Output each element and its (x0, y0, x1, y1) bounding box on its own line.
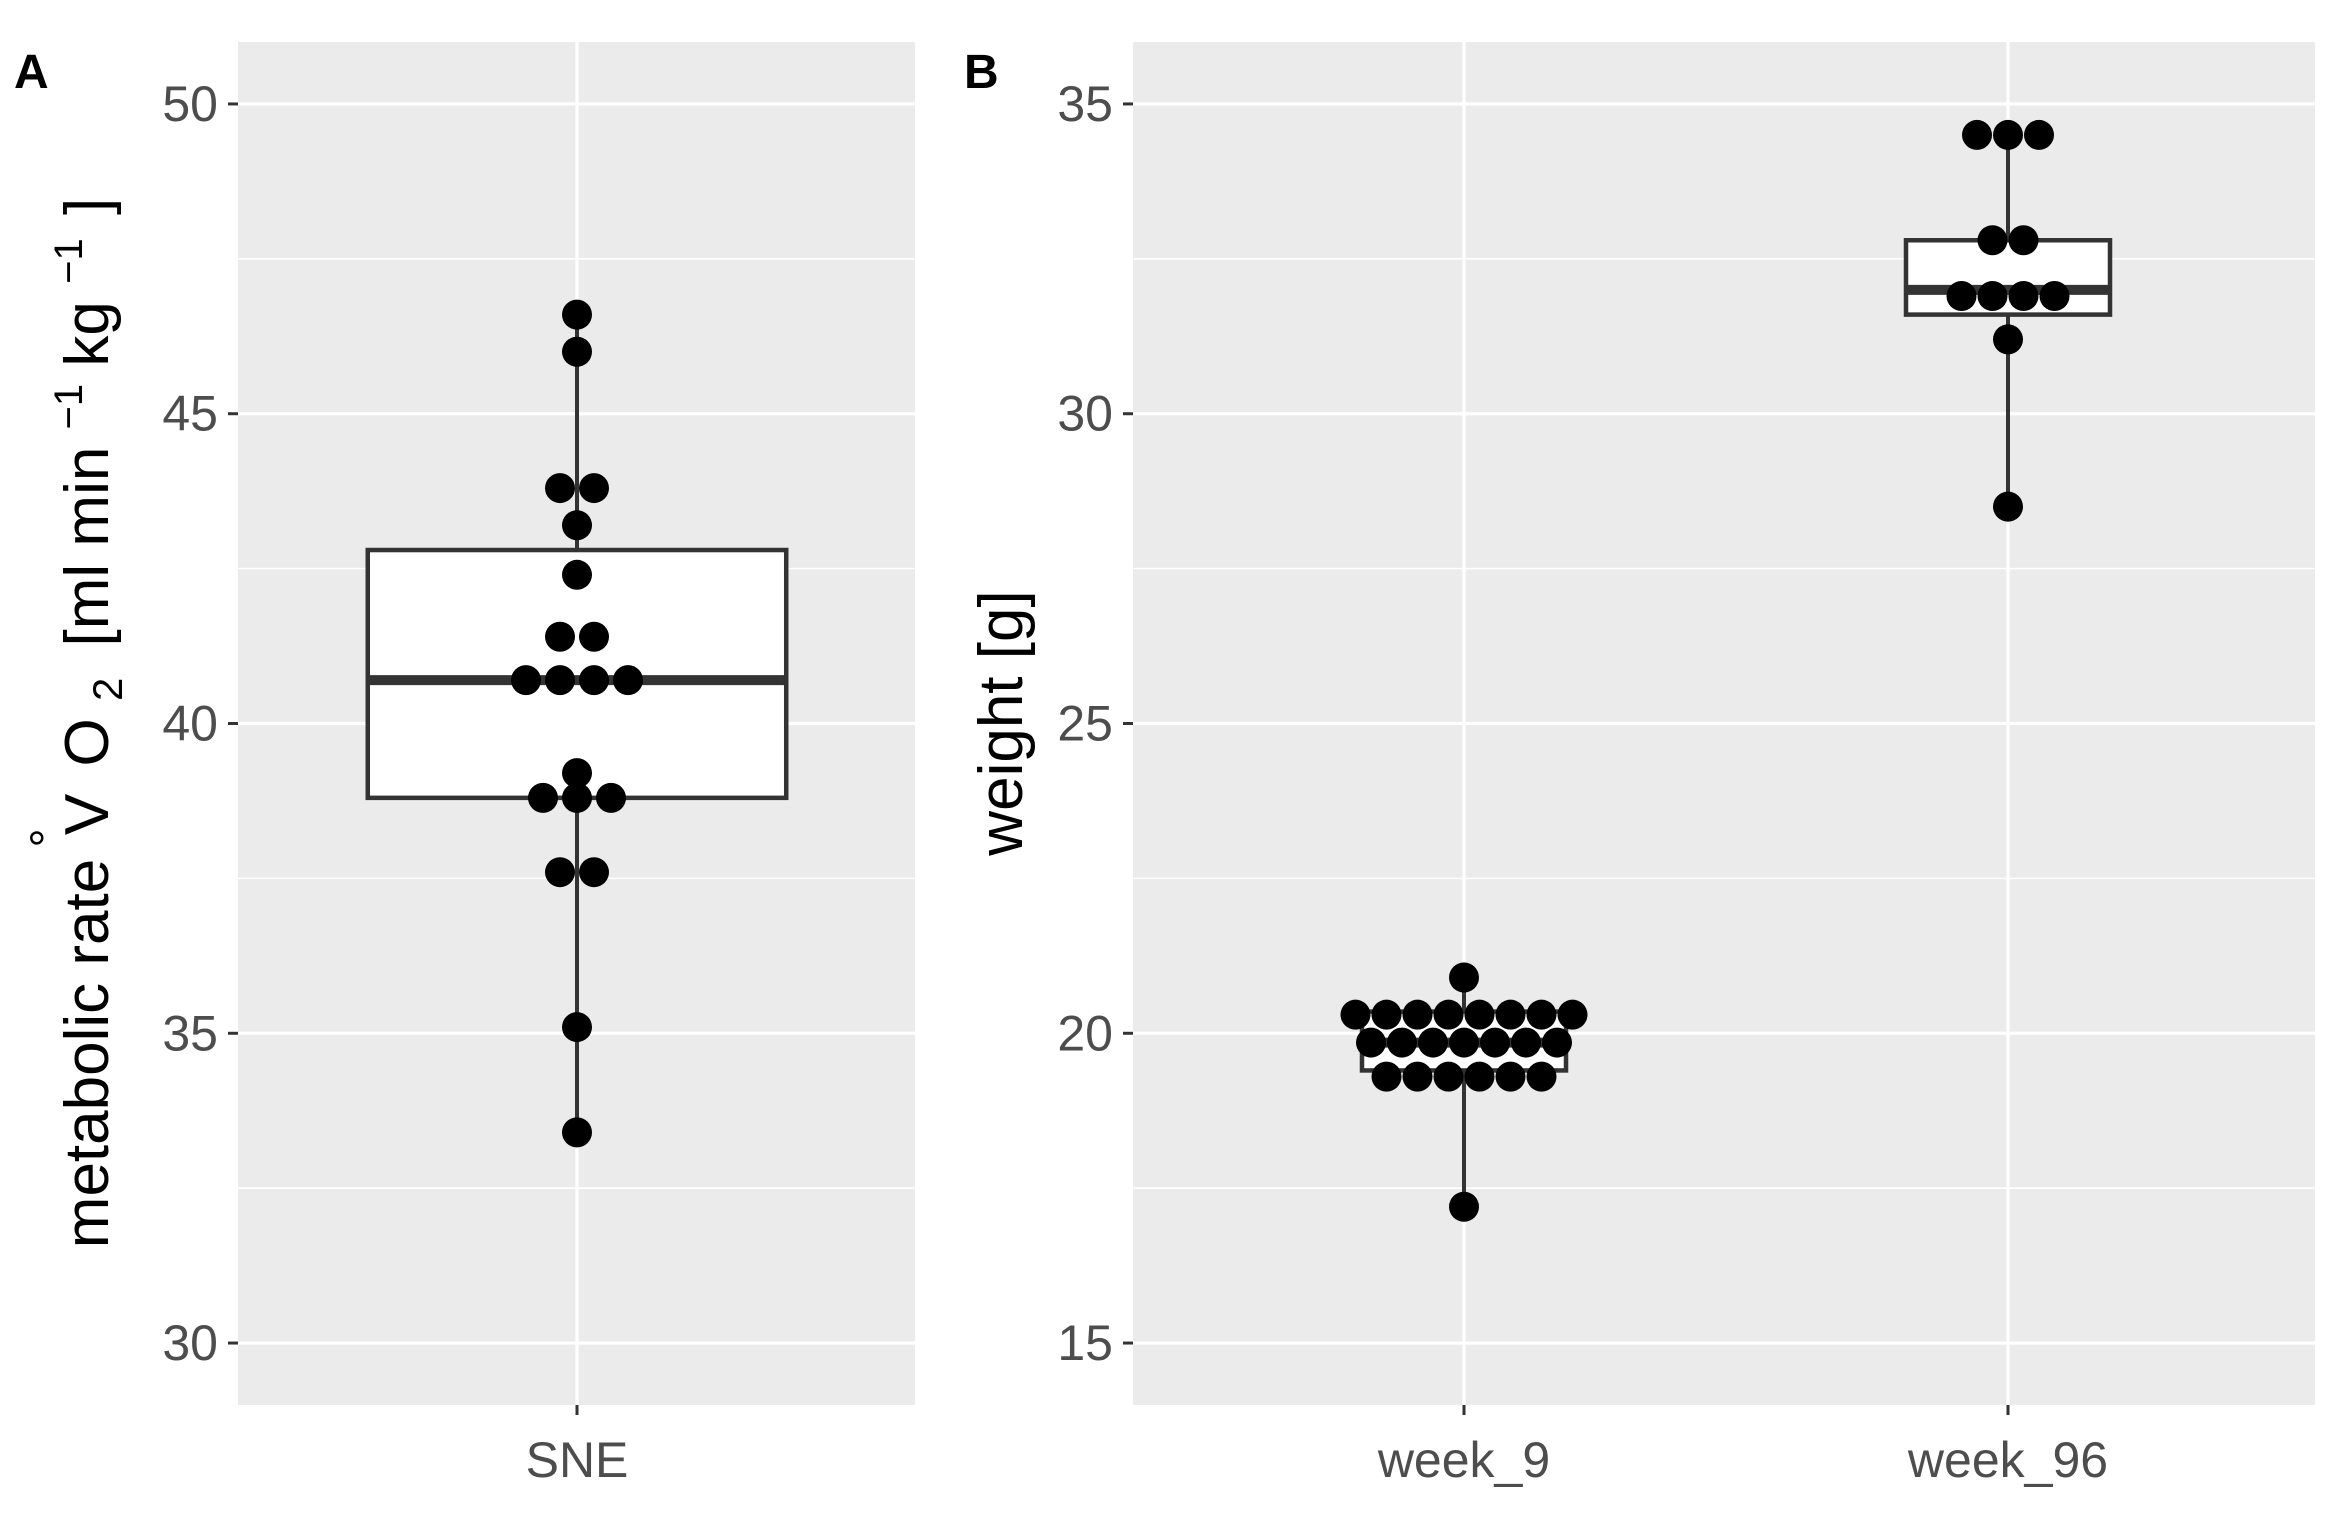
data-point (1977, 281, 2008, 312)
ylabel-units-close: ] (53, 198, 122, 215)
panel-b-tag: B (964, 46, 999, 99)
y-tick-label: 30 (1057, 386, 1113, 442)
y-tick-label: 35 (162, 1005, 218, 1061)
data-point (1993, 119, 2023, 150)
data-point (545, 665, 575, 696)
y-tick-label: 50 (162, 76, 218, 132)
data-point (1371, 999, 1402, 1030)
data-point (1340, 999, 1371, 1030)
data-point (545, 621, 575, 652)
data-point (1449, 1027, 1479, 1058)
data-point (562, 299, 592, 330)
data-point (562, 336, 592, 367)
data-point (2008, 225, 2039, 256)
x-tick-label: week_96 (1907, 1432, 2108, 1488)
data-point (1371, 1061, 1402, 1092)
data-point (1526, 999, 1557, 1030)
panel-a-marks (365, 299, 789, 1148)
box-iqr (1903, 238, 2113, 317)
panel-a-y-ticks: 30 35 40 45 50 (162, 76, 238, 1371)
ylabel-accent: ° (22, 828, 75, 847)
y-tick-label: 25 (1057, 696, 1113, 752)
data-point (562, 758, 592, 789)
y-tick-label: 45 (162, 386, 218, 442)
panel-a-tag: A (14, 46, 49, 99)
box-iqr (365, 547, 789, 801)
y-tick-label: 20 (1057, 1005, 1113, 1061)
data-point (1449, 1191, 1479, 1222)
data-point (1526, 1061, 1557, 1092)
data-point (2008, 281, 2039, 312)
ylabel-o-subscript: 2 (84, 678, 131, 701)
data-point (1946, 281, 1977, 312)
data-point (1402, 1061, 1433, 1092)
ylabel-exp2: −1 (47, 238, 91, 284)
panel-a-y-axis-title: metabolic rate ° V O 2 [ml min −1 kg −1 … (9, 198, 136, 1248)
data-point (562, 1012, 592, 1043)
data-point (596, 782, 626, 813)
data-point (579, 857, 609, 888)
data-point (1993, 324, 2023, 355)
panel-b-x-ticks: week_9 week_96 (1377, 1405, 2108, 1488)
data-point (1993, 491, 2023, 522)
data-point (511, 665, 541, 696)
ylabel-units-open: [ml min (53, 447, 122, 647)
panel-b-y-axis-title: weight [g] (967, 590, 1036, 856)
data-point (562, 782, 592, 813)
data-point (562, 559, 592, 590)
data-point (1542, 1027, 1572, 1058)
data-point (545, 857, 575, 888)
data-point (1511, 1027, 1541, 1058)
data-point (1464, 999, 1495, 1030)
data-point (613, 665, 643, 696)
x-tick-label: SNE (526, 1432, 629, 1488)
data-point (1495, 1061, 1526, 1092)
data-point (579, 621, 609, 652)
data-point (1449, 962, 1479, 993)
y-tick-label: 40 (162, 696, 218, 752)
data-point (1480, 1027, 1510, 1058)
ylabel-kg: kg (53, 301, 122, 366)
data-point (1387, 1027, 1417, 1058)
data-point (1402, 999, 1433, 1030)
panel-a-x-ticks: SNE (526, 1405, 629, 1488)
y-tick-label: 15 (1057, 1315, 1113, 1371)
panel-b-marks (1340, 119, 2113, 1222)
data-point (1557, 999, 1588, 1030)
ylabel-o: O (53, 718, 122, 766)
data-point (579, 665, 609, 696)
data-point (2039, 281, 2070, 312)
x-tick-label: week_9 (1377, 1432, 1550, 1488)
ylabel-prefix: metabolic rate (53, 859, 122, 1248)
panel-b: 15 20 25 30 35 week_9 week_96 (1057, 42, 2315, 1488)
y-tick-label: 30 (162, 1315, 218, 1371)
panel-b-y-ticks: 15 20 25 30 35 (1057, 76, 1133, 1371)
data-point (1418, 1027, 1448, 1058)
ylabel-exp1: −1 (47, 384, 91, 430)
data-point (545, 473, 575, 504)
data-point (1356, 1027, 1386, 1058)
data-point (562, 510, 592, 541)
y-tick-label: 35 (1057, 76, 1113, 132)
data-point (1962, 119, 1992, 150)
data-point (1433, 999, 1464, 1030)
data-point (562, 1117, 592, 1148)
data-point (528, 782, 558, 813)
data-point (1433, 1061, 1464, 1092)
data-point (1977, 225, 2008, 256)
data-point (1464, 1061, 1495, 1092)
data-point (579, 473, 609, 504)
panel-a: 30 35 40 45 50 SNE (162, 42, 915, 1488)
data-point (1495, 999, 1526, 1030)
data-point (2024, 119, 2054, 150)
ylabel-v: V (53, 793, 122, 835)
